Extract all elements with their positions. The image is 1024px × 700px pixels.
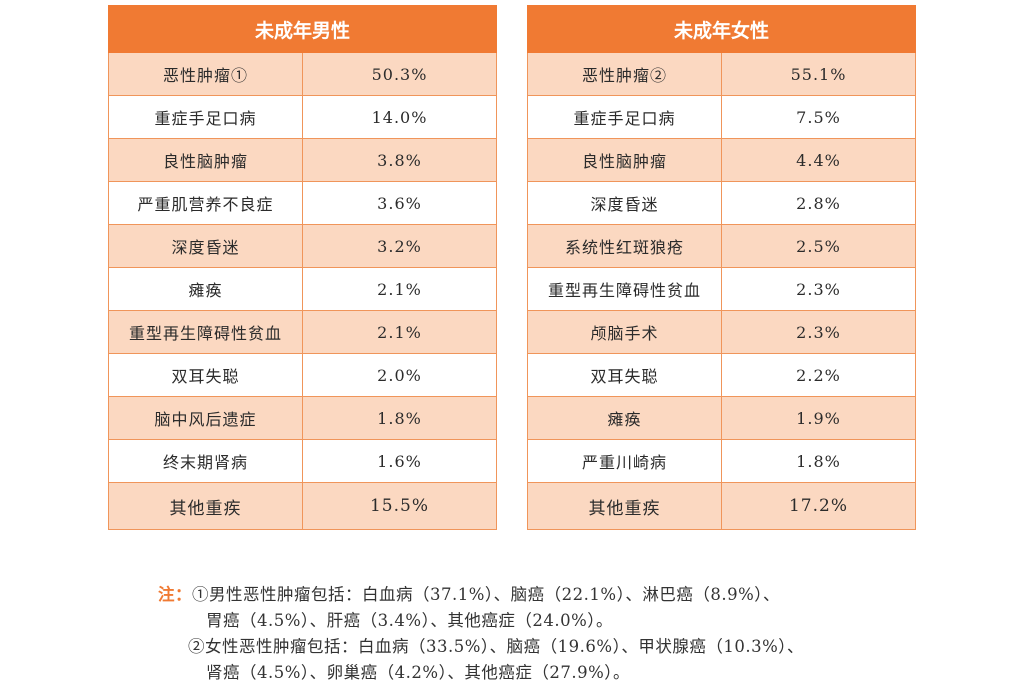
male-disease-percent: 3.6% — [302, 181, 497, 225]
female-disease-name: 重症手足口病 — [527, 95, 722, 139]
male-disease-percent: 2.1% — [302, 267, 497, 311]
female-disease-name: 严重川崎病 — [527, 439, 722, 483]
female-table-title: 未成年女性 — [527, 5, 916, 53]
female-table-row: 双耳失聪 2.2% — [527, 353, 916, 397]
female-disease-percent: 4.4% — [721, 138, 916, 182]
male-disease-percent: 14.0% — [302, 95, 497, 139]
female-table-row: 恶性肿瘤② 55.1% — [527, 52, 916, 96]
female-disease-percent: 7.5% — [721, 95, 916, 139]
male-disease-percent: 1.8% — [302, 396, 497, 440]
male-disease-name: 重症手足口病 — [108, 95, 303, 139]
note-2-line-2: 肾癌（4.5%）、卵巢癌（4.2%）、其他癌症（27.9%）。 — [206, 663, 631, 682]
male-table-row: 良性脑肿瘤 3.8% — [108, 138, 497, 182]
female-table-row: 深度昏迷 2.8% — [527, 181, 916, 225]
male-table-row: 深度昏迷 3.2% — [108, 224, 497, 268]
female-disease-name: 恶性肿瘤② — [527, 52, 722, 96]
note-2-line-1: ②女性恶性肿瘤包括：白血病（33.5%）、脑癌（19.6%）、甲状腺癌（10.3… — [188, 637, 804, 656]
male-disease-name: 脑中风后遗症 — [108, 396, 303, 440]
male-table-row: 重症手足口病 14.0% — [108, 95, 497, 139]
note-1-text: ①男性恶性肿瘤包括：白血病（37.1%）、脑癌（22.1%）、淋巴癌（8.9%）… — [192, 585, 781, 604]
male-disease-percent: 15.5% — [302, 482, 497, 530]
female-table-row: 良性脑肿瘤 4.4% — [527, 138, 916, 182]
female-disease-name: 良性脑肿瘤 — [527, 138, 722, 182]
male-disease-name: 良性脑肿瘤 — [108, 138, 303, 182]
male-table-row: 恶性肿瘤① 50.3% — [108, 52, 497, 96]
female-table-row: 重型再生障碍性贫血 2.3% — [527, 267, 916, 311]
male-disease-percent: 1.6% — [302, 439, 497, 483]
male-table-row: 严重肌营养不良症 3.6% — [108, 181, 497, 225]
female-table-row: 系统性红斑狼疮 2.5% — [527, 224, 916, 268]
male-table-title: 未成年男性 — [108, 5, 497, 53]
female-disease-name: 系统性红斑狼疮 — [527, 224, 722, 268]
male-disease-name: 瘫痪 — [108, 267, 303, 311]
note-1-line-1: 注：①男性恶性肿瘤包括：白血病（37.1%）、脑癌（22.1%）、淋巴癌（8.9… — [158, 582, 958, 608]
female-disease-name: 瘫痪 — [527, 396, 722, 440]
male-disease-name: 恶性肿瘤① — [108, 52, 303, 96]
female-disease-percent: 17.2% — [721, 482, 916, 530]
male-table-row: 重型再生障碍性贫血 2.1% — [108, 310, 497, 354]
female-disease-percent: 2.2% — [721, 353, 916, 397]
male-disease-name: 其他重疾 — [108, 482, 303, 530]
male-disease-name: 终末期肾病 — [108, 439, 303, 483]
female-table-row: 其他重疾 17.2% — [527, 482, 916, 530]
female-disease-percent: 2.5% — [721, 224, 916, 268]
male-table-row: 瘫痪 2.1% — [108, 267, 497, 311]
male-disease-percent: 3.8% — [302, 138, 497, 182]
female-disease-percent: 1.8% — [721, 439, 916, 483]
female-table: 未成年女性 恶性肿瘤② 55.1% 重症手足口病 7.5% 良性脑肿瘤 4.4% 深度昏迷 2… — [527, 5, 916, 530]
female-disease-name: 重型再生障碍性贫血 — [527, 267, 722, 311]
male-table-row: 双耳失聪 2.0% — [108, 353, 497, 397]
note-label: 注： — [158, 585, 192, 604]
male-table-body: 恶性肿瘤① 50.3% 重症手足口病 14.0% 良性脑肿瘤 3.8% 严重肌营养不良症 3.… — [108, 52, 497, 530]
male-disease-name: 深度昏迷 — [108, 224, 303, 268]
female-table-row: 重症手足口病 7.5% — [527, 95, 916, 139]
male-table-row: 脑中风后遗症 1.8% — [108, 396, 497, 440]
male-disease-percent: 2.0% — [302, 353, 497, 397]
female-table-row: 颅脑手术 2.3% — [527, 310, 916, 354]
male-table-row: 终末期肾病 1.6% — [108, 439, 497, 483]
note-1-line-2: 胃癌（4.5%）、肝癌（3.4%）、其他癌症（24.0%）。 — [206, 611, 614, 630]
female-disease-name: 其他重疾 — [527, 482, 722, 530]
male-disease-percent: 2.1% — [302, 310, 497, 354]
female-disease-percent: 2.3% — [721, 310, 916, 354]
female-table-row: 严重川崎病 1.8% — [527, 439, 916, 483]
female-disease-percent: 55.1% — [721, 52, 916, 96]
female-table-row: 瘫痪 1.9% — [527, 396, 916, 440]
female-disease-percent: 1.9% — [721, 396, 916, 440]
male-table: 未成年男性 恶性肿瘤① 50.3% 重症手足口病 14.0% 良性脑肿瘤 3.8% 严重肌营… — [108, 5, 497, 530]
female-disease-name: 双耳失聪 — [527, 353, 722, 397]
male-table-row: 其他重疾 15.5% — [108, 482, 497, 530]
male-disease-name: 重型再生障碍性贫血 — [108, 310, 303, 354]
female-disease-percent: 2.8% — [721, 181, 916, 225]
male-disease-name: 双耳失聪 — [108, 353, 303, 397]
male-disease-name: 严重肌营养不良症 — [108, 181, 303, 225]
female-disease-name: 颅脑手术 — [527, 310, 722, 354]
footnotes: 注：①男性恶性肿瘤包括：白血病（37.1%）、脑癌（22.1%）、淋巴癌（8.9… — [158, 582, 958, 686]
male-disease-percent: 3.2% — [302, 224, 497, 268]
female-disease-percent: 2.3% — [721, 267, 916, 311]
male-disease-percent: 50.3% — [302, 52, 497, 96]
female-disease-name: 深度昏迷 — [527, 181, 722, 225]
female-table-body: 恶性肿瘤② 55.1% 重症手足口病 7.5% 良性脑肿瘤 4.4% 深度昏迷 2.8% 系统性… — [527, 52, 916, 530]
